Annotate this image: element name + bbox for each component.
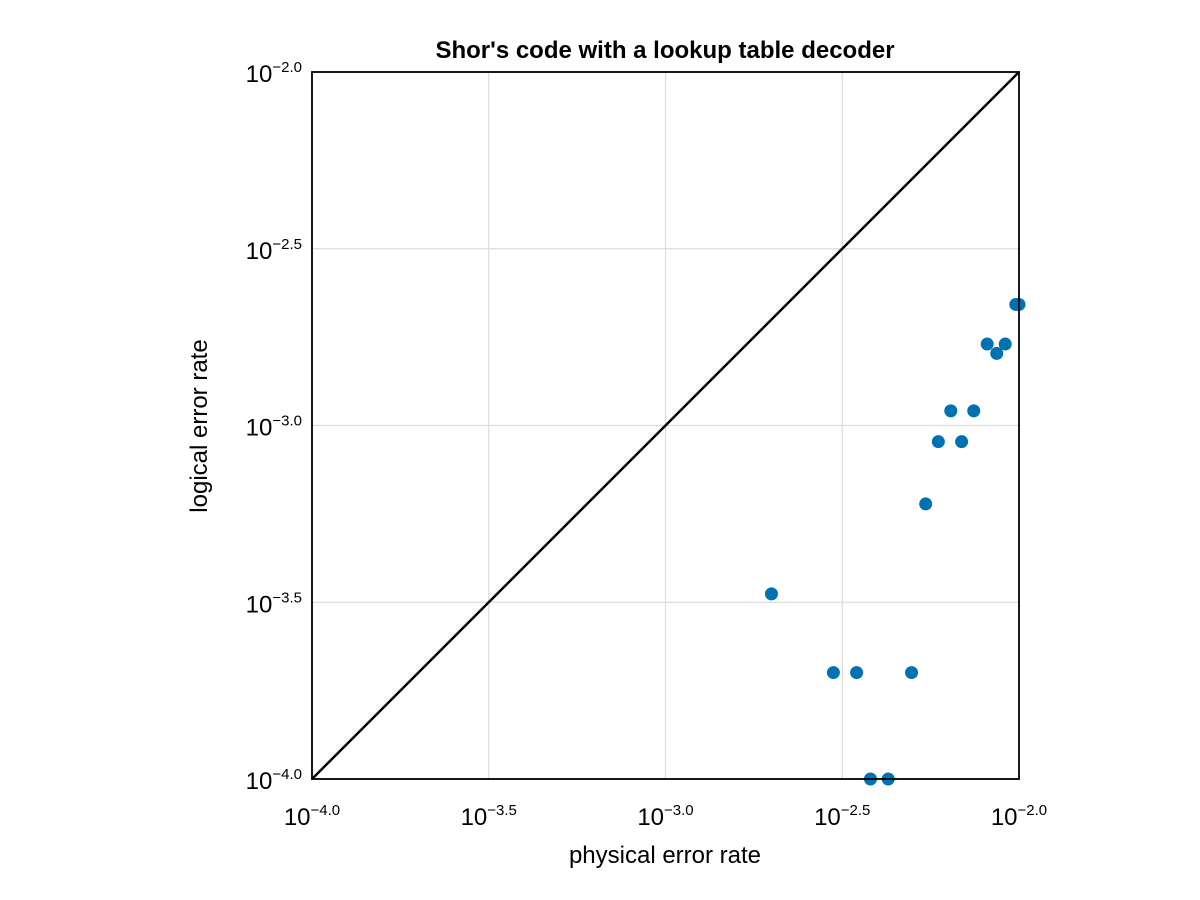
- x-tick-labels: 10−4.0 10−3.5 10−3.0 10−2.5 10−2.0: [284, 802, 1047, 831]
- data-point: [905, 666, 919, 680]
- data-point: [990, 346, 1004, 360]
- y-tick-label: 10−3.0: [246, 413, 302, 442]
- data-point: [764, 587, 778, 601]
- data-point: [944, 404, 958, 418]
- x-axis-label: physical error rate: [569, 842, 761, 869]
- x-tick-label: 10−3.0: [637, 802, 693, 831]
- x-tick-label: 10−4.0: [284, 802, 340, 831]
- y-tick-label: 10−2.5: [246, 236, 302, 265]
- data-point: [998, 337, 1012, 351]
- y-tick-label: 10−2.0: [246, 59, 302, 88]
- data-point: [967, 404, 981, 418]
- y-axis-label: logical error rate: [186, 339, 213, 512]
- data-point: [919, 497, 933, 511]
- x-tick-label: 10−2.0: [991, 802, 1047, 831]
- y-tick-labels: 10−4.0 10−3.5 10−3.0 10−2.5 10−2.0: [246, 59, 302, 795]
- data-point: [955, 435, 969, 449]
- data-point: [850, 666, 864, 680]
- data-series: [764, 297, 1026, 786]
- x-tick-label: 10−2.5: [814, 802, 870, 831]
- y-tick-label: 10−3.5: [246, 589, 302, 618]
- y-tick-label: 10−4.0: [246, 766, 302, 795]
- x-tick-label: 10−3.5: [461, 802, 517, 831]
- plot-frame: [311, 71, 1020, 780]
- data-point: [980, 337, 994, 351]
- chart-title: Shor's code with a lookup table decoder: [435, 37, 894, 64]
- data-point: [931, 435, 945, 449]
- data-point: [826, 666, 840, 680]
- reference-diagonal-line: [311, 71, 1020, 780]
